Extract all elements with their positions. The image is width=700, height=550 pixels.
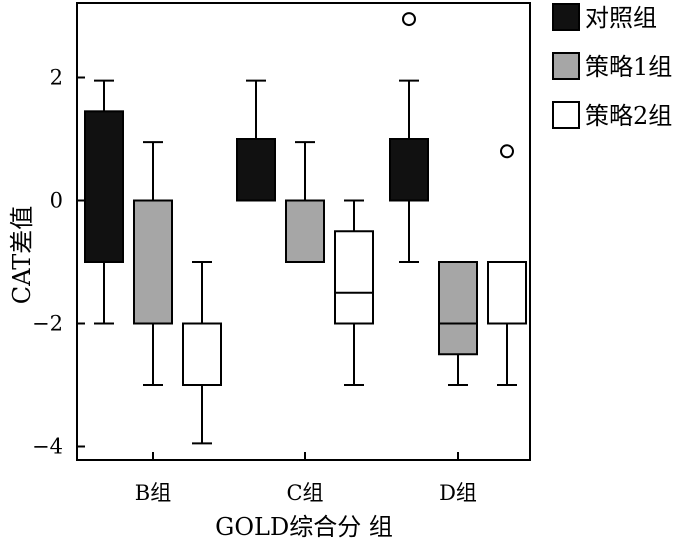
legend-swatch [552, 52, 580, 80]
y-tick-label: 0 [50, 189, 63, 213]
y-tick-label: −4 [32, 435, 63, 459]
legend-label: 策略1组 [585, 53, 672, 81]
box-0-0 [84, 79, 124, 325]
legend-label: 策略2组 [585, 102, 672, 130]
legend-swatch [552, 101, 580, 129]
y-tick-label: 2 [50, 66, 63, 90]
box-body [84, 110, 124, 263]
box-body [389, 138, 429, 202]
y-axis: −4 −2 0 2 [32, 66, 85, 459]
box-2-2 [487, 144, 527, 386]
box-1-2 [438, 261, 478, 386]
y-axis-label: CAT差值 [8, 206, 36, 304]
x-axis: B组 C组 D组 [135, 452, 477, 505]
plot-frame [76, 2, 531, 461]
box-plots [84, 12, 527, 445]
x-tick-label: B组 [135, 481, 171, 505]
box-0-2 [389, 12, 429, 263]
box-1-1 [285, 141, 325, 263]
x-tick-label: D组 [439, 481, 477, 505]
box-2-0 [182, 261, 222, 445]
x-tick-label: C组 [286, 481, 323, 505]
box-body [133, 199, 173, 325]
legend-item-1: 策略1组 [552, 52, 672, 81]
box-body [236, 138, 276, 202]
box-body [182, 322, 222, 386]
box-0-1 [236, 79, 276, 202]
box-body [487, 261, 527, 325]
box-body [334, 230, 374, 325]
box-body [285, 199, 325, 263]
box-1-0 [133, 141, 173, 386]
x-axis-label: GOLD综合分 组 [215, 513, 393, 541]
outlier-point [500, 144, 514, 159]
legend-item-2: 策略2组 [552, 101, 672, 130]
legend-item-0: 对照组 [552, 3, 657, 32]
box-body [438, 261, 478, 356]
y-tick-label: −2 [32, 312, 63, 336]
box-2-1 [334, 199, 374, 386]
legend-swatch [552, 3, 580, 31]
outlier-point [402, 12, 416, 27]
legend-label: 对照组 [585, 4, 657, 32]
